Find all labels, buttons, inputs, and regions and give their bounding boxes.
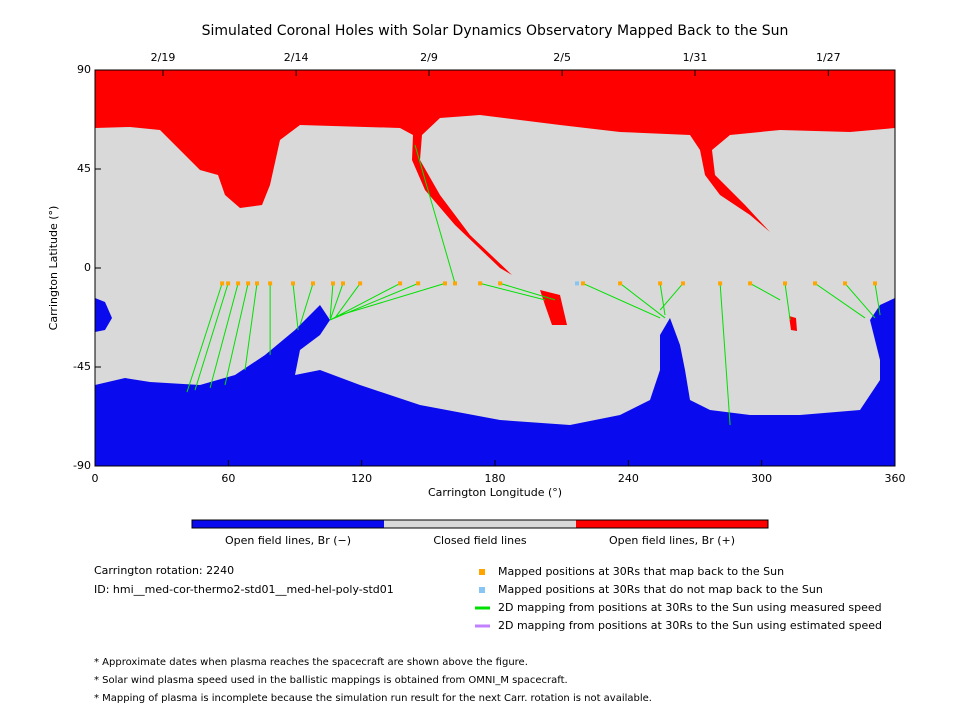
mapping-line xyxy=(749,282,781,301)
mapping-line xyxy=(329,282,401,321)
footnote: * Approximate dates when plasma reaches … xyxy=(94,657,528,668)
x-tick-label: 360 xyxy=(885,472,906,485)
colorbar-frame xyxy=(191,519,769,529)
mapping-line xyxy=(659,283,684,311)
footnote: * Mapping of plasma is incomplete becaus… xyxy=(94,693,652,704)
mapped-point xyxy=(226,281,231,286)
mapping-line xyxy=(499,282,556,301)
mapped-point xyxy=(658,281,663,286)
x-axis-label: Carrington Longitude (°) xyxy=(428,486,562,499)
colorbar-segment xyxy=(576,520,768,528)
mapping-line xyxy=(844,283,876,319)
y-axis-label: Carrington Latitude (°) xyxy=(47,206,60,331)
positive-hole xyxy=(789,316,797,331)
mapped-point xyxy=(416,281,421,286)
mapping-line xyxy=(244,283,258,371)
mapped-point xyxy=(718,281,723,286)
mapping-line xyxy=(329,283,344,321)
negative-hole xyxy=(95,298,895,466)
colorbar-segment xyxy=(192,520,384,528)
positive-hole xyxy=(540,290,567,325)
mapped-point xyxy=(813,281,817,286)
top-tick-label: 1/27 xyxy=(816,51,841,64)
chart-title: Simulated Coronal Holes with Solar Dynam… xyxy=(202,23,789,39)
top-tick-label: 2/9 xyxy=(420,51,438,64)
colorbar-label: Open field lines, Br (−) xyxy=(225,534,351,547)
mapping-line xyxy=(329,283,334,318)
mapped-point xyxy=(873,281,877,286)
y-tick-label: 0 xyxy=(84,261,91,274)
x-tick-label: 300 xyxy=(751,472,772,485)
legend-marker xyxy=(479,569,485,575)
y-tick-label: 90 xyxy=(77,63,91,76)
mapping-line xyxy=(186,283,223,393)
mapping-line xyxy=(814,282,866,319)
mapped-point xyxy=(681,281,685,286)
mapped-point xyxy=(453,281,457,286)
mapping-line xyxy=(784,283,791,320)
top-tick-label: 2/14 xyxy=(284,51,309,64)
mapped-point xyxy=(478,281,483,286)
mapping-line xyxy=(194,283,229,391)
mapped-point xyxy=(236,281,241,286)
colorbar-segment xyxy=(384,520,576,528)
info-text: Carrington rotation: 2240 xyxy=(94,564,234,577)
mapping-line xyxy=(414,144,456,284)
legend-label: Mapped positions at 30Rs that do not map… xyxy=(498,583,823,596)
mapping-line xyxy=(209,283,239,389)
mapped-point xyxy=(618,281,623,286)
mapped-point xyxy=(358,281,363,286)
mapped-point xyxy=(341,281,345,286)
footnote: * Solar wind plasma speed used in the ba… xyxy=(94,675,568,686)
mapped-point xyxy=(581,281,585,286)
mapped-point xyxy=(220,281,225,286)
mapping-line xyxy=(292,283,299,331)
info-text: ID: hmi__med-cor-thermo2-std01__med-hel-… xyxy=(94,583,394,596)
legend-label: 2D mapping from positions at 30Rs to the… xyxy=(498,601,882,614)
x-tick-label: 0 xyxy=(92,472,99,485)
top-tick-label: 1/31 xyxy=(683,51,708,64)
mapped-point xyxy=(255,281,259,286)
y-tick-label: 45 xyxy=(77,162,91,175)
negative-hole xyxy=(95,298,112,332)
top-tick-label: 2/19 xyxy=(151,51,176,64)
mapping-line xyxy=(582,282,661,319)
mapped-point xyxy=(311,281,315,286)
x-tick-label: 120 xyxy=(351,472,372,485)
mapping-line xyxy=(224,283,249,386)
mapped-point xyxy=(398,281,403,286)
mapped-point xyxy=(331,281,335,286)
legend-label: Mapped positions at 30Rs that map back t… xyxy=(498,565,784,578)
mapped-point xyxy=(575,281,579,286)
mapping-line xyxy=(874,283,881,316)
map-regions xyxy=(95,70,895,466)
mapped-point xyxy=(843,281,847,286)
mapped-point xyxy=(443,281,447,286)
mapped-point xyxy=(783,281,787,286)
mapping-line xyxy=(659,283,666,316)
y-tick-label: -45 xyxy=(73,360,91,373)
mapping-line xyxy=(334,283,361,319)
mapping-line xyxy=(719,283,731,426)
mapped-point xyxy=(246,281,251,286)
mapping-line xyxy=(479,282,546,301)
x-tick-label: 240 xyxy=(618,472,639,485)
mapping-line xyxy=(299,283,314,326)
y-tick-label: -90 xyxy=(73,459,91,472)
positive-hole xyxy=(95,70,895,275)
mapped-point xyxy=(291,281,295,286)
colorbar-label: Open field lines, Br (+) xyxy=(609,534,735,547)
colorbar-label: Closed field lines xyxy=(433,534,527,547)
mapping-line xyxy=(619,283,666,319)
legend-label: 2D mapping from positions at 30Rs to the… xyxy=(498,619,882,632)
legend-marker xyxy=(479,587,485,593)
x-tick-label: 180 xyxy=(485,472,506,485)
x-tick-label: 60 xyxy=(221,472,235,485)
mapped-point xyxy=(268,281,273,286)
mapped-point xyxy=(498,281,503,286)
mapping-line xyxy=(339,282,446,316)
top-tick-label: 2/5 xyxy=(553,51,571,64)
mapped-point xyxy=(748,281,753,286)
